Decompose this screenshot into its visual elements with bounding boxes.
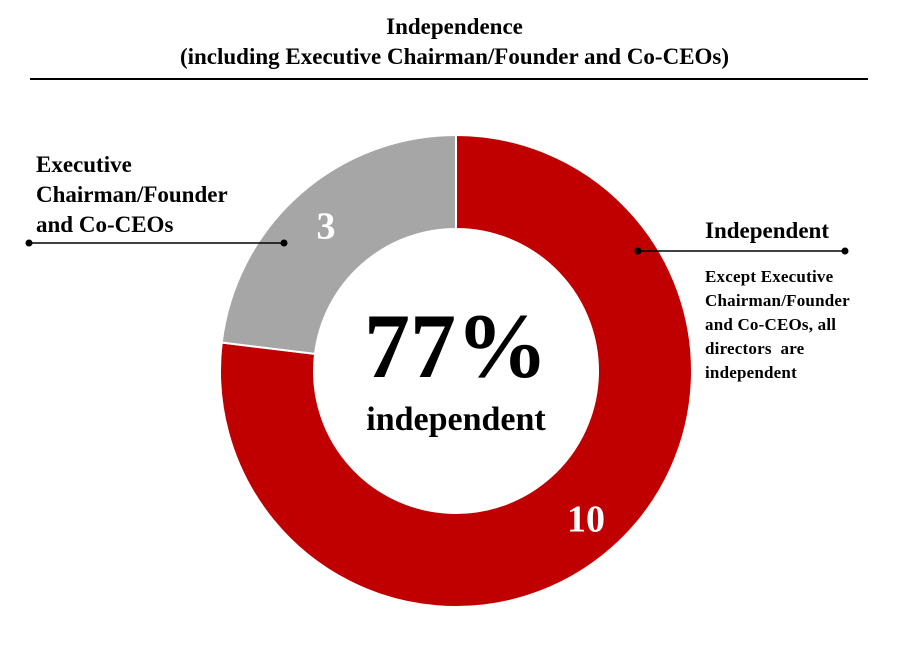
slice-value-label-executive: 3: [317, 205, 336, 247]
chart-title-line-2: (including Executive Chairman/Founder an…: [179, 44, 730, 69]
independent-note-line-2: Chairman/Founder: [705, 291, 850, 310]
chart-title: Independence (including Executive Chairm…: [0, 12, 909, 72]
executive-callout-line-3: and Co-CEOs: [36, 212, 174, 237]
independent-leader-line: [634, 247, 849, 255]
independent-callout-label: Independent: [705, 218, 829, 243]
executive-callout-label: Executive Chairman/Founder and Co-CEOs: [36, 150, 228, 240]
executive-leader-dot-inner: [280, 239, 288, 247]
donut-slice-executive: [220, 133, 457, 355]
independent-note-line-5: independent: [705, 363, 797, 382]
chart-title-line-1: Independence: [386, 14, 523, 39]
slice-layer: [219, 133, 693, 608]
value-label-layer: 10 3: [317, 205, 605, 540]
slice-value-label-independent: 10: [567, 499, 605, 541]
executive-callout-line-1: Executive: [36, 152, 132, 177]
independent-leader-dot-outer: [841, 247, 849, 255]
center-percentage: 77%: [364, 295, 548, 397]
title-underline: [30, 78, 868, 80]
independent-leader-dot-inner: [634, 247, 642, 255]
independent-callout-note: Except Executive Chairman/Founder and Co…: [705, 265, 850, 385]
executive-callout-line-2: Chairman/Founder: [36, 182, 228, 207]
independent-note-line-4: directors are: [705, 339, 805, 358]
independent-note-line-1: Except Executive: [705, 267, 834, 286]
center-subtitle: independent: [366, 401, 546, 438]
independent-note-line-3: and Co-CEOs, all: [705, 315, 837, 334]
donut-slice-independent: [219, 133, 693, 608]
executive-leader-dot-outer: [25, 239, 33, 247]
executive-leader-line: [25, 239, 288, 247]
